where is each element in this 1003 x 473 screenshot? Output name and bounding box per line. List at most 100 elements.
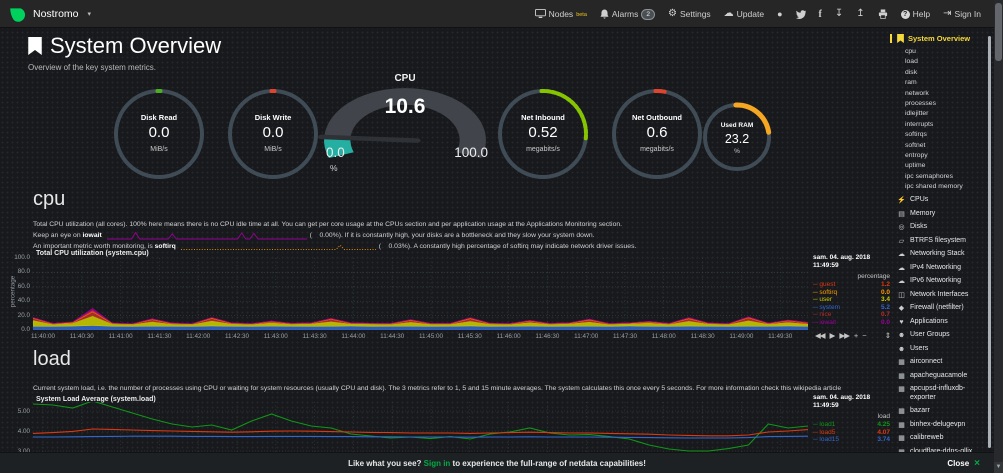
gear-icon: ⚙ bbox=[667, 8, 677, 19]
sidebar-subitem-idlejitter[interactable]: idlejitter bbox=[905, 110, 929, 118]
sidebar-subitem-interrupts[interactable]: interrupts bbox=[905, 120, 934, 128]
sidebar-item-label: Applications bbox=[910, 317, 948, 325]
gauge-label: Disk Write bbox=[254, 113, 292, 122]
sign-in-icon: ⇥ bbox=[943, 8, 952, 19]
sidebar-item-network-interfaces[interactable]: ◫ Network Interfaces bbox=[897, 291, 985, 300]
sidebar-item-system-overview[interactable]: System Overview bbox=[890, 34, 985, 43]
play-button[interactable]: ▶ bbox=[829, 331, 836, 340]
sidebar-item-btrfs-filesystem[interactable]: ▱ BTRFS filesystem bbox=[897, 237, 985, 246]
load-chart[interactable] bbox=[33, 402, 808, 452]
cpu-x-tick: 11:46:30 bbox=[535, 333, 560, 340]
sidebar-item-users[interactable]: ☻ Users bbox=[897, 345, 985, 354]
sections-sidebar: System Overview cpu load disk ram network pro… bbox=[890, 34, 985, 473]
sidebar-subitem-ipc-semaphores[interactable]: ipc semaphores bbox=[905, 172, 953, 180]
legend-row-nice[interactable]: ─ nice 0.7 bbox=[813, 311, 890, 319]
import-snapshot-button[interactable]: ↧ bbox=[835, 9, 843, 19]
load-chart-legend: sam. 04. aug. 2018 11:49:59 load ─ load1… bbox=[813, 394, 890, 444]
sidebar-subitem-disk[interactable]: disk bbox=[905, 68, 918, 76]
page-title: System Overview bbox=[28, 33, 221, 59]
gauge-ring bbox=[702, 102, 772, 177]
cpu-x-tick: 11:42:30 bbox=[224, 333, 250, 340]
sidebar-subitem-processes[interactable]: processes bbox=[905, 99, 936, 107]
legend-row-guest[interactable]: ─ guest 1.2 bbox=[813, 281, 890, 288]
scrollbar-thumb[interactable] bbox=[995, 3, 1002, 61]
sidebar-scrollbar[interactable] bbox=[988, 36, 991, 448]
legend-row-load5[interactable]: ─ load5 4.07 bbox=[813, 428, 890, 436]
update-button[interactable]: ☁ Update bbox=[723, 8, 765, 20]
scrollbar-down-arrow[interactable]: ▼ bbox=[994, 462, 1003, 473]
sidebar-subitem-cpu[interactable]: cpu bbox=[905, 48, 916, 55]
cpu-y-tick: 20.0 bbox=[17, 311, 30, 319]
sidebar-subitem-network[interactable]: network bbox=[905, 89, 929, 97]
zoom-out-button[interactable]: − bbox=[862, 331, 867, 340]
sidebar-item-firewall-netfilter-[interactable]: ◆ Firewall (netfilter) bbox=[897, 304, 985, 313]
cpu-y-tick: 40.0 bbox=[17, 297, 30, 305]
iowait-sparkline[interactable] bbox=[106, 231, 307, 240]
sidebar-item-label: IPv4 Networking bbox=[910, 263, 961, 271]
legend-row-system[interactable]: ─ system 5.2 bbox=[813, 303, 890, 311]
facebook-link[interactable]: f bbox=[819, 9, 822, 20]
pan-backward-button[interactable]: ◀◀ bbox=[815, 331, 826, 340]
sidebar-item-networking-stack[interactable]: ☁ Networking Stack bbox=[897, 250, 985, 259]
sidebar-item-apcupsd-influxdb-exporter[interactable]: ▦ apcupsd-influxdb-exporter bbox=[897, 385, 985, 403]
github-link[interactable]: ● bbox=[777, 9, 782, 19]
cpu-x-tick: 11:41:30 bbox=[147, 333, 172, 340]
sidebar-item-bazarr[interactable]: ▦ bazarr bbox=[897, 407, 985, 416]
sidebar-subitem-uptime[interactable]: uptime bbox=[905, 162, 926, 170]
sidebar-subitem-load[interactable]: load bbox=[905, 58, 918, 66]
sidebar-item-label: CPUs bbox=[910, 196, 929, 204]
print-button[interactable] bbox=[878, 9, 888, 19]
sidebar-item-user-groups[interactable]: ☻ User Groups bbox=[897, 331, 985, 340]
sidebar-item-apacheguacamole[interactable]: ▦ apacheguacamole bbox=[897, 372, 985, 381]
signin-link[interactable]: Sign in bbox=[423, 458, 451, 468]
sidebar-subitem-softnet[interactable]: softnet bbox=[905, 141, 926, 149]
sidebar-subitem-entropy[interactable]: entropy bbox=[905, 151, 928, 159]
sidebar-item-ipv4-networking[interactable]: ☁ IPv4 Networking bbox=[897, 264, 985, 273]
legend-row-load15[interactable]: ─ load15 3.74 bbox=[813, 436, 890, 444]
sidebar-subitem-ram[interactable]: ram bbox=[905, 79, 917, 87]
cpu-gauge-max: 100.0 bbox=[454, 145, 488, 160]
chevron-down-icon: ▾ bbox=[87, 11, 92, 18]
gauge-disk-write: Disk Write 0.0 MiB/s bbox=[227, 88, 319, 180]
sidebar-item-label: apacheguacamole bbox=[910, 371, 968, 379]
sidebar-item-cpus[interactable]: ⚡ CPUs bbox=[897, 196, 985, 205]
help-button[interactable]: ? Help bbox=[900, 9, 930, 19]
sidebar-item-disks[interactable]: ◎ Disks bbox=[897, 223, 985, 232]
legend-row-softirq[interactable]: ─ softirq 0.0 bbox=[813, 288, 890, 296]
sidebar-subitem-softirqs[interactable]: softirqs bbox=[905, 131, 927, 139]
grid-icon: ▦ bbox=[898, 421, 905, 429]
nodes-button[interactable]: Nodes beta bbox=[534, 9, 587, 19]
cloud-icon: ☁ bbox=[898, 278, 905, 286]
zoom-in-button[interactable]: + bbox=[853, 331, 859, 340]
sidebar-item-binhex-delugevpn[interactable]: ▦ binhex-delugevpn bbox=[897, 421, 985, 430]
sidebar-item-airconnect[interactable]: ▦ airconnect bbox=[897, 358, 985, 367]
pan-forward-button[interactable]: ▶▶ bbox=[839, 331, 850, 340]
resize-handle-icon[interactable]: ⇕ bbox=[884, 331, 891, 340]
twitter-icon bbox=[795, 9, 806, 19]
signin-button[interactable]: ⇥ Sign In bbox=[943, 8, 981, 20]
banner-close-button[interactable]: Close × bbox=[947, 457, 980, 469]
legend-row-iowait[interactable]: ─ iowait 0.0 bbox=[813, 318, 890, 326]
page-scrollbar[interactable]: ▼ bbox=[994, 0, 1003, 473]
my-netdata-menu[interactable]: Nostromo ▾ bbox=[9, 4, 91, 24]
sidebar-item-memory[interactable]: ▤ Memory bbox=[897, 210, 985, 219]
cpu-gauge-units: % bbox=[330, 163, 338, 173]
alarms-button[interactable]: Alarms 2 bbox=[600, 8, 655, 20]
memory-icon: ▤ bbox=[898, 210, 905, 218]
settings-button[interactable]: ⚙ Settings bbox=[667, 8, 711, 20]
cpu-chart[interactable] bbox=[33, 258, 808, 330]
sidebar-subitem-ipc-shared-memory[interactable]: ipc shared memory bbox=[905, 183, 963, 191]
cpu-x-tick: 11:45:00 bbox=[418, 333, 444, 340]
gauge-used-ram: Used RAM 23.2 % bbox=[702, 102, 772, 172]
gauge-value: 23.2 bbox=[724, 132, 750, 146]
sidebar-item-ipv6-networking[interactable]: ☁ IPv6 Networking bbox=[897, 277, 985, 286]
sidebar-item-applications[interactable]: ♥ Applications bbox=[897, 318, 985, 327]
legend-row-user[interactable]: ─ user 3.4 bbox=[813, 296, 890, 304]
cpu-y-tick: 80.0 bbox=[17, 268, 30, 276]
twitter-link[interactable] bbox=[795, 9, 806, 19]
bookmark-icon bbox=[28, 37, 42, 55]
cpu-desc-line1: Total CPU utilization (all cores). 100% … bbox=[33, 221, 623, 228]
sidebar-item-calibreweb[interactable]: ▦ calibreweb bbox=[897, 434, 985, 443]
export-snapshot-button[interactable]: ↥ bbox=[856, 9, 864, 19]
legend-row-load1[interactable]: ─ load1 4.25 bbox=[813, 421, 890, 428]
